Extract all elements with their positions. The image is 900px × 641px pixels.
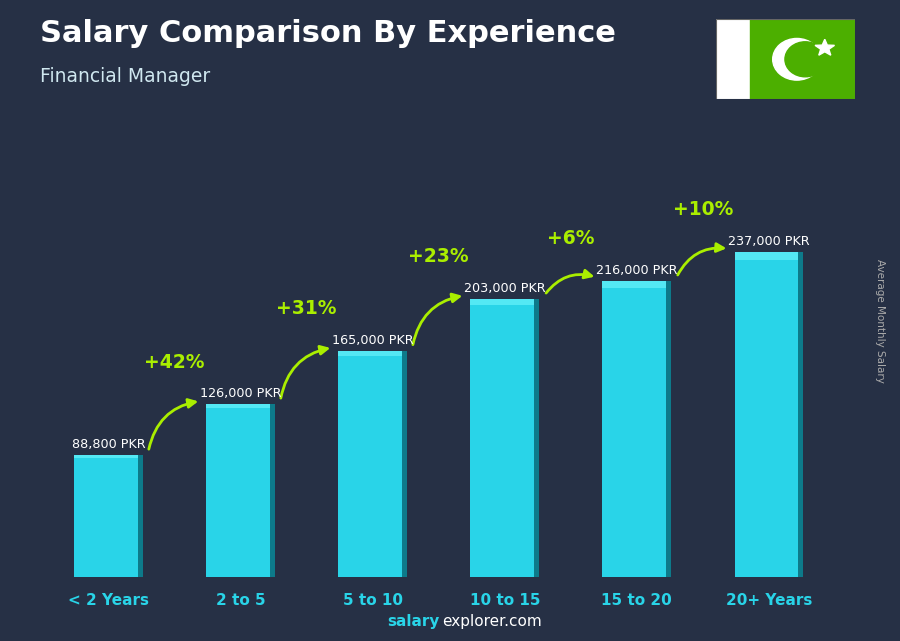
- Bar: [666, 281, 671, 577]
- Bar: [716, 19, 751, 99]
- Bar: [75, 455, 143, 458]
- Text: 165,000 PKR: 165,000 PKR: [332, 334, 413, 347]
- Bar: [535, 299, 539, 577]
- Circle shape: [785, 42, 825, 77]
- Text: 88,800 PKR: 88,800 PKR: [72, 438, 146, 451]
- Text: Salary Comparison By Experience: Salary Comparison By Experience: [40, 19, 616, 48]
- Bar: [206, 404, 275, 577]
- Text: Financial Manager: Financial Manager: [40, 67, 211, 87]
- Text: +10%: +10%: [672, 201, 733, 219]
- Text: explorer.com: explorer.com: [442, 615, 542, 629]
- Bar: [602, 281, 671, 577]
- Bar: [751, 19, 855, 99]
- Bar: [734, 252, 803, 577]
- Text: Average Monthly Salary: Average Monthly Salary: [875, 258, 886, 383]
- Text: +6%: +6%: [547, 229, 595, 248]
- Bar: [75, 455, 143, 577]
- Bar: [471, 299, 539, 577]
- Text: 203,000 PKR: 203,000 PKR: [464, 281, 545, 295]
- Text: 126,000 PKR: 126,000 PKR: [200, 387, 282, 400]
- Bar: [471, 299, 539, 306]
- Bar: [402, 351, 407, 577]
- Bar: [338, 351, 407, 356]
- Bar: [270, 404, 275, 577]
- Bar: [602, 281, 671, 288]
- Text: +31%: +31%: [276, 299, 337, 318]
- Text: 237,000 PKR: 237,000 PKR: [728, 235, 810, 248]
- Bar: [734, 252, 803, 260]
- Text: +23%: +23%: [409, 247, 469, 266]
- Bar: [139, 455, 143, 577]
- Text: 216,000 PKR: 216,000 PKR: [596, 264, 678, 277]
- Text: +42%: +42%: [144, 353, 205, 372]
- Bar: [206, 404, 275, 408]
- Circle shape: [773, 38, 821, 80]
- Bar: [798, 252, 803, 577]
- Bar: [338, 351, 407, 577]
- Text: salary: salary: [387, 615, 439, 629]
- Polygon shape: [815, 39, 834, 55]
